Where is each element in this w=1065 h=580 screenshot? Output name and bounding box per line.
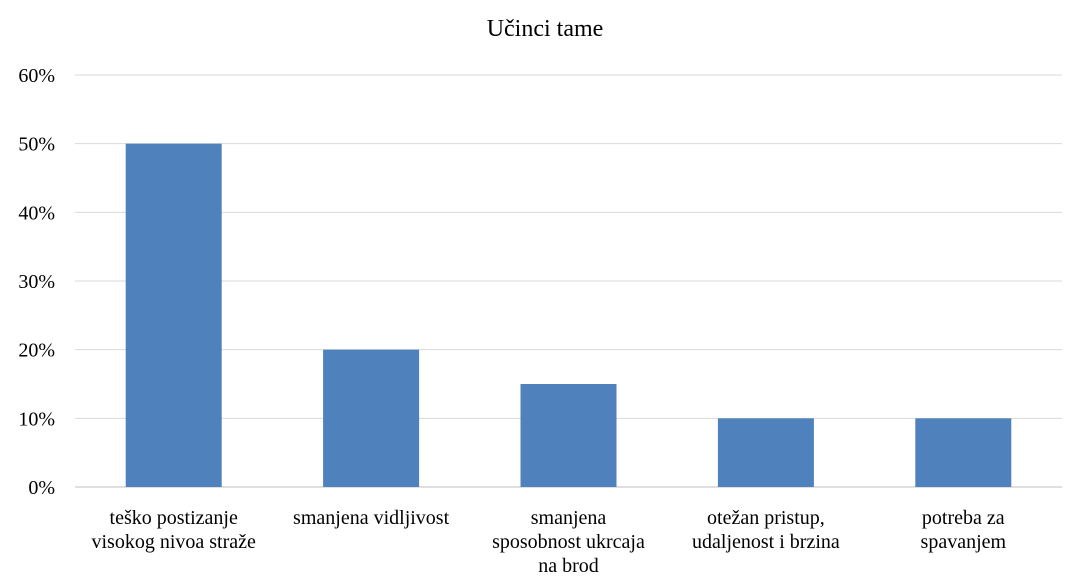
x-category-label: udaljenost i brzina bbox=[692, 531, 840, 553]
x-category-label: spavanjem bbox=[921, 531, 1007, 553]
bar bbox=[520, 384, 617, 487]
x-category-label: smanjena vidljivost bbox=[293, 507, 450, 529]
y-tick-label: 20% bbox=[18, 340, 55, 362]
x-category-label: potreba za bbox=[922, 507, 1005, 529]
y-tick-label: 30% bbox=[18, 271, 55, 293]
x-category-label: na brod bbox=[538, 555, 599, 577]
chart-title: Učinci tame bbox=[487, 16, 604, 42]
bar bbox=[717, 418, 814, 487]
bar bbox=[323, 349, 420, 487]
bars bbox=[125, 143, 1012, 487]
y-tick-label: 50% bbox=[18, 134, 55, 156]
x-category-label: sposobnost ukrcaja bbox=[492, 531, 645, 553]
gridlines bbox=[75, 74, 1062, 488]
y-tick-label: 0% bbox=[28, 477, 55, 499]
bar bbox=[915, 418, 1012, 487]
x-category-label: otežan pristup, bbox=[707, 507, 825, 529]
bar bbox=[125, 143, 222, 487]
x-category-label: smanjena bbox=[531, 507, 607, 529]
y-axis-ticks: 0% 10% 20% 30% 40% 50% 60% bbox=[18, 65, 55, 499]
y-tick-label: 60% bbox=[18, 65, 55, 87]
y-tick-label: 10% bbox=[18, 408, 55, 430]
y-tick-label: 40% bbox=[18, 202, 55, 224]
x-category-label: teško postizanje bbox=[110, 507, 238, 529]
x-category-label: visokog nivoa straže bbox=[91, 531, 256, 553]
